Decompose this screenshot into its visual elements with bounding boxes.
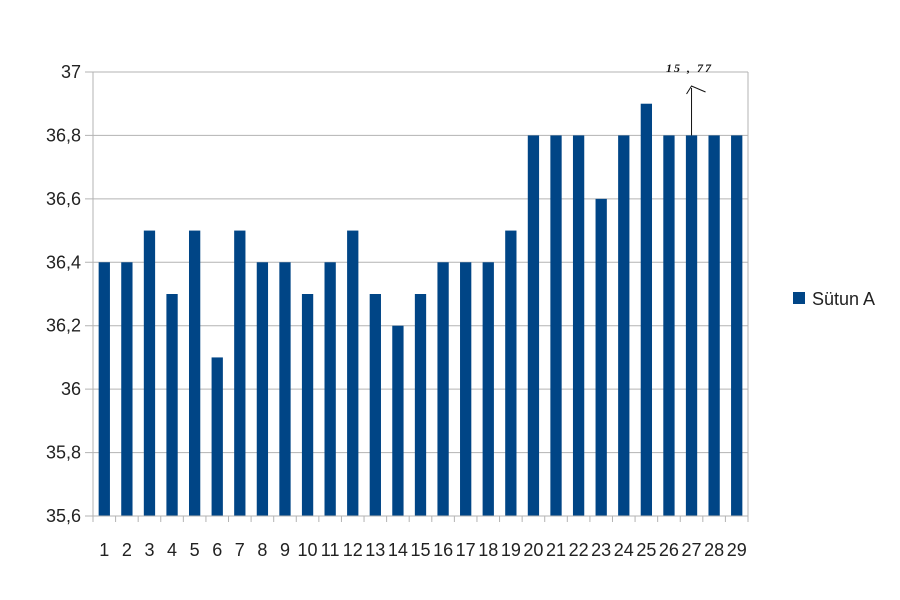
x-tick-label: 17 (456, 540, 476, 560)
x-tick-label: 29 (727, 540, 747, 560)
bar (166, 294, 178, 516)
x-tick-label: 2 (122, 540, 132, 560)
y-tick-labels: 35,6 35,8 36 36,2 36,4 36,6 36,8 37 (46, 62, 81, 526)
x-tick-label: 5 (190, 540, 200, 560)
bar (482, 262, 494, 516)
y-tick-label: 36,8 (46, 125, 81, 145)
bar (550, 135, 562, 516)
bar (234, 230, 246, 517)
x-tick-label: 22 (569, 540, 589, 560)
y-tick-label: 36,4 (46, 252, 81, 272)
bar (143, 230, 156, 517)
bar (505, 230, 517, 517)
x-tick-label: 21 (546, 540, 566, 560)
legend-swatch (793, 292, 805, 304)
x-tick-label: 27 (682, 540, 702, 560)
bars (98, 103, 743, 517)
x-tick-label: 16 (433, 540, 453, 560)
x-tick-label: 15 (410, 540, 430, 560)
bar (663, 135, 675, 516)
x-tick-label: 1 (99, 540, 109, 560)
bar (279, 262, 291, 516)
x-tick-label: 4 (167, 540, 177, 560)
y-tick-label: 37 (61, 62, 81, 82)
x-tick-labels: 1 2 3 4 5 6 7 8 9 10 11 12 13 14 15 16 17 18 19 20 21 22 23 24 2… (99, 540, 746, 560)
x-tick-label: 18 (478, 540, 498, 560)
x-tick-label: 19 (501, 540, 521, 560)
x-tick-label: 28 (704, 540, 724, 560)
x-tick-label: 20 (523, 540, 543, 560)
x-tick-label: 6 (212, 540, 222, 560)
bar (392, 325, 404, 516)
x-tick-label: 23 (591, 540, 611, 560)
bar (437, 262, 449, 516)
y-tick-label: 35,8 (46, 443, 81, 463)
x-tick-label: 9 (280, 540, 290, 560)
x-tick-label: 13 (365, 540, 385, 560)
x-tick-label: 14 (388, 540, 408, 560)
x-tick-label: 24 (614, 540, 634, 560)
x-tick-label: 26 (659, 540, 679, 560)
x-tick-label: 12 (343, 540, 363, 560)
bar (618, 135, 630, 516)
axes (92, 72, 749, 522)
bar (527, 135, 540, 516)
bar (708, 135, 720, 516)
bar (595, 198, 607, 516)
bar (640, 103, 653, 516)
bar (211, 357, 223, 516)
x-tick-label: 10 (298, 540, 318, 560)
y-tick-label: 36 (61, 379, 81, 399)
x-tick-label: 25 (636, 540, 656, 560)
bar (256, 262, 269, 516)
bar (347, 230, 359, 517)
bar (301, 294, 314, 516)
y-tick-label: 36,2 (46, 316, 81, 336)
bar (460, 262, 472, 516)
x-tick-label: 11 (321, 540, 340, 560)
bar (572, 135, 585, 516)
bar (98, 262, 110, 516)
bar (188, 230, 201, 517)
x-tick-label: 7 (235, 540, 245, 560)
legend-label: Sütun A (812, 289, 875, 309)
bar (414, 294, 427, 516)
legend: Sütun A (793, 289, 875, 309)
bar (324, 262, 336, 516)
bar (369, 294, 381, 516)
x-tick-label: 8 (257, 540, 267, 560)
annotation-arrow-head (686, 85, 706, 95)
annotation-label: 15 , 77 (666, 61, 713, 75)
y-tick-label: 36,6 (46, 189, 81, 209)
bar (731, 135, 743, 516)
x-tick-label: 3 (144, 540, 154, 560)
y-tick-label: 35,6 (46, 506, 81, 526)
bar (685, 135, 698, 516)
bar (121, 262, 133, 516)
annotation: 15 , 77 (666, 61, 713, 136)
